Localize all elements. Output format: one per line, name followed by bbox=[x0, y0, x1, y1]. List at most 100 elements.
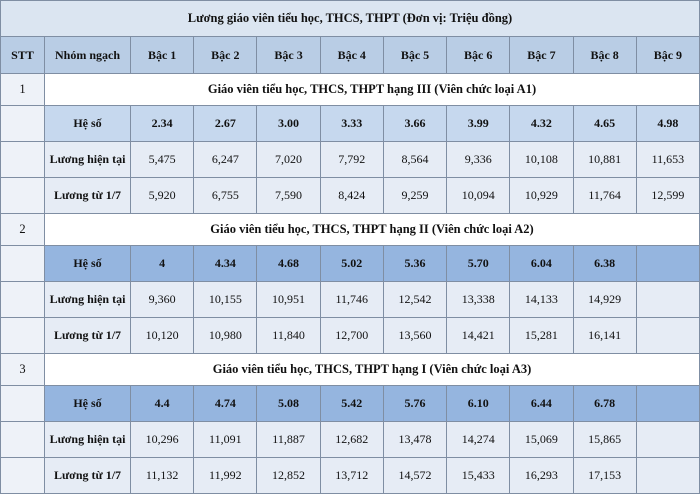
column-header: Nhóm ngạch bbox=[44, 36, 131, 74]
value-cell: 9,360 bbox=[129, 281, 195, 318]
value-cell: 11,746 bbox=[319, 281, 384, 318]
value-cell: 14,133 bbox=[509, 281, 574, 318]
value-cell: 12,682 bbox=[319, 421, 384, 458]
value-cell: 10,296 bbox=[129, 421, 195, 458]
group-title: Giáo viên tiểu học, THCS, THPT hạng II (… bbox=[44, 213, 700, 246]
value-cell: 8,564 bbox=[382, 141, 448, 178]
table-title: Lương giáo viên tiểu học, THCS, THPT (Đơ… bbox=[0, 0, 700, 37]
stt-cell bbox=[0, 421, 45, 458]
value-cell: 2.67 bbox=[193, 105, 258, 142]
value-cell: 9,259 bbox=[382, 177, 448, 214]
data-row: Hệ số 4.4 4.74 5.08 5.42 5.76 6.10 6.44 6.78 bbox=[0, 385, 700, 422]
stt-cell bbox=[0, 457, 45, 494]
value-cell: 6.78 bbox=[572, 385, 637, 422]
row-label: Lương từ 1/7 bbox=[44, 177, 131, 214]
value-cell: 13,560 bbox=[382, 317, 448, 354]
column-header: Bậc 8 bbox=[572, 36, 637, 74]
column-header: Bậc 1 bbox=[129, 36, 195, 74]
value-cell: 11,992 bbox=[193, 457, 258, 494]
value-cell: 3.33 bbox=[319, 105, 384, 142]
value-cell: 4.32 bbox=[509, 105, 574, 142]
data-row: Lương hiện tại 9,360 10,155 10,951 11,746 12,… bbox=[0, 281, 700, 318]
stt-cell: 3 bbox=[0, 353, 45, 386]
value-cell: 3.99 bbox=[446, 105, 511, 142]
value-cell: 4.65 bbox=[572, 105, 637, 142]
group-title: Giáo viên tiểu học, THCS, THPT hạng I (V… bbox=[44, 353, 700, 386]
column-header: Bậc 3 bbox=[256, 36, 321, 74]
value-cell: 10,120 bbox=[129, 317, 195, 354]
value-cell: 4.68 bbox=[256, 245, 321, 282]
value-cell: 8,424 bbox=[319, 177, 384, 214]
value-cell: 12,700 bbox=[319, 317, 384, 354]
value-cell: 4.98 bbox=[635, 105, 700, 142]
empty-cell bbox=[635, 457, 700, 494]
empty-cell bbox=[635, 385, 700, 422]
group-row: 3 Giáo viên tiểu học, THCS, THPT hạng I (… bbox=[0, 353, 700, 386]
value-cell: 11,132 bbox=[129, 457, 195, 494]
value-cell: 11,887 bbox=[256, 421, 321, 458]
group-row: 2 Giáo viên tiểu học, THCS, THPT hạng II … bbox=[0, 213, 700, 246]
value-cell: 5.36 bbox=[382, 245, 448, 282]
row-label: Hệ số bbox=[44, 105, 131, 142]
value-cell: 10,929 bbox=[509, 177, 574, 214]
empty-cell bbox=[635, 245, 700, 282]
value-cell: 6.10 bbox=[446, 385, 511, 422]
value-cell: 10,951 bbox=[256, 281, 321, 318]
stt-cell bbox=[0, 317, 45, 354]
header-row: STT Nhóm ngạch Bậc 1 Bậc 2 Bậc 3 Bậc 4 Bậc 5 Bậ… bbox=[0, 36, 700, 74]
data-row: Lương hiện tại 5,475 6,247 7,020 7,792 8,564 9… bbox=[0, 141, 700, 178]
value-cell: 10,881 bbox=[572, 141, 637, 178]
value-cell: 11,840 bbox=[256, 317, 321, 354]
data-row: Lương từ 1/7 10,120 10,980 11,840 12,700 13,5… bbox=[0, 317, 700, 354]
stt-cell bbox=[0, 105, 45, 142]
value-cell: 5.42 bbox=[319, 385, 384, 422]
data-row: Lương từ 1/7 5,920 6,755 7,590 8,424 9,259 10,… bbox=[0, 177, 700, 214]
column-header: Bậc 5 bbox=[382, 36, 448, 74]
value-cell: 4 bbox=[129, 245, 195, 282]
value-cell: 16,293 bbox=[509, 457, 574, 494]
value-cell: 14,421 bbox=[446, 317, 511, 354]
value-cell: 16,141 bbox=[572, 317, 637, 354]
value-cell: 12,599 bbox=[635, 177, 700, 214]
value-cell: 10,094 bbox=[446, 177, 511, 214]
group-title: Giáo viên tiểu học, THCS, THPT hạng III … bbox=[44, 73, 700, 106]
value-cell: 3.66 bbox=[382, 105, 448, 142]
value-cell: 15,865 bbox=[572, 421, 637, 458]
value-cell: 5.70 bbox=[446, 245, 511, 282]
value-cell: 12,852 bbox=[256, 457, 321, 494]
column-header: Bậc 2 bbox=[193, 36, 258, 74]
value-cell: 10,980 bbox=[193, 317, 258, 354]
column-header: STT bbox=[0, 36, 45, 74]
value-cell: 11,764 bbox=[572, 177, 637, 214]
value-cell: 17,153 bbox=[572, 457, 637, 494]
stt-cell: 2 bbox=[0, 213, 45, 246]
data-row: Lương hiện tại 10,296 11,091 11,887 12,682 13… bbox=[0, 421, 700, 458]
value-cell: 6,247 bbox=[193, 141, 258, 178]
value-cell: 2.34 bbox=[129, 105, 195, 142]
value-cell: 10,155 bbox=[193, 281, 258, 318]
column-header: Bậc 4 bbox=[319, 36, 384, 74]
stt-cell bbox=[0, 177, 45, 214]
stt-cell bbox=[0, 385, 45, 422]
value-cell: 5,920 bbox=[129, 177, 195, 214]
value-cell: 5,475 bbox=[129, 141, 195, 178]
value-cell: 5.08 bbox=[256, 385, 321, 422]
value-cell: 9,336 bbox=[446, 141, 511, 178]
value-cell: 14,274 bbox=[446, 421, 511, 458]
row-label: Hệ số bbox=[44, 385, 131, 422]
value-cell: 6.44 bbox=[509, 385, 574, 422]
value-cell: 10,108 bbox=[509, 141, 574, 178]
value-cell: 4.74 bbox=[193, 385, 258, 422]
value-cell: 7,020 bbox=[256, 141, 321, 178]
value-cell: 5.76 bbox=[382, 385, 448, 422]
value-cell: 6,755 bbox=[193, 177, 258, 214]
column-header: Bậc 6 bbox=[446, 36, 511, 74]
group-row: 1 Giáo viên tiểu học, THCS, THPT hạng III… bbox=[0, 73, 700, 106]
stt-cell bbox=[0, 281, 45, 318]
value-cell: 6.04 bbox=[509, 245, 574, 282]
value-cell: 14,572 bbox=[382, 457, 448, 494]
empty-cell bbox=[635, 317, 700, 354]
column-header: Bậc 7 bbox=[509, 36, 574, 74]
